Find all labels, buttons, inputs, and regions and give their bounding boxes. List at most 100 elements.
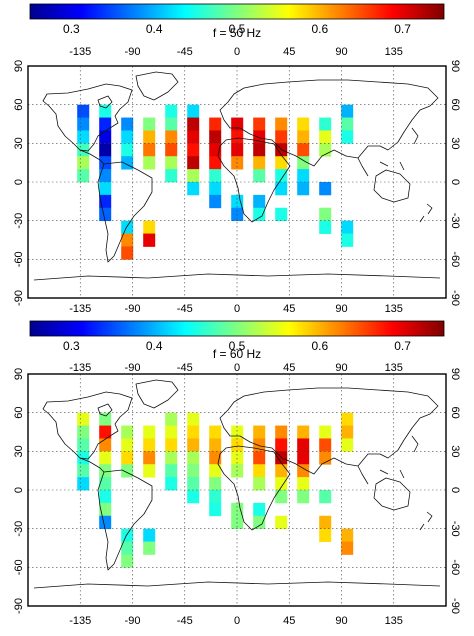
colorbar-tick-label: 0.3 — [63, 339, 80, 353]
lon-tick-label: -45 — [177, 362, 193, 374]
data-cell — [165, 156, 178, 170]
lon-tick-label: 45 — [283, 615, 295, 627]
data-cell — [275, 490, 288, 504]
colorbar-tick-label: 0.6 — [311, 339, 328, 353]
data-cell — [143, 143, 156, 157]
lon-tick-label: -135 — [69, 615, 91, 627]
data-cell — [275, 182, 288, 196]
colorbar-tick-label: 0.7 — [394, 22, 411, 36]
colorbar-tick-label: 0.7 — [394, 339, 411, 353]
data-cell — [275, 207, 288, 222]
data-cell — [231, 117, 244, 131]
lat-tick-label-right: 60 — [449, 99, 461, 111]
data-cell — [99, 490, 112, 504]
data-cell — [143, 156, 156, 170]
lat-tick-label-right: 90 — [449, 60, 461, 72]
data-cell — [341, 233, 354, 247]
lat-tick-label-left: 0 — [13, 179, 25, 185]
data-cell — [99, 130, 112, 144]
lat-labels-left-60hz: 90 60 30 0 -30 -60 -90 — [13, 368, 25, 614]
data-cell — [143, 130, 156, 144]
data-cell — [121, 220, 134, 234]
panel-60hz: 0.3 0.4 0.5 0.6 0.7 f = 60 Hz -135 -90 -45 0 45 9… — [13, 320, 461, 627]
data-cell — [231, 438, 244, 452]
data-cell — [121, 246, 134, 260]
data-cell — [253, 194, 266, 209]
lon-labels-top-50hz: -135 -90 -45 0 45 90 135 — [69, 46, 403, 58]
data-cell — [297, 117, 310, 131]
data-cell — [99, 104, 112, 118]
data-cell — [341, 528, 354, 542]
data-cell — [187, 438, 200, 452]
data-cell — [121, 451, 134, 465]
data-cell — [341, 220, 354, 234]
data-cell — [143, 451, 156, 465]
lat-tick-label-right: 90 — [449, 368, 461, 380]
lat-tick-label-left: -30 — [13, 213, 25, 229]
data-cell — [143, 438, 156, 452]
data-cell — [187, 169, 200, 183]
data-cell — [187, 104, 200, 118]
data-cell — [187, 451, 200, 465]
data-cell — [121, 554, 134, 568]
lon-tick-label: 45 — [283, 46, 295, 58]
lon-tick-label: 90 — [335, 615, 347, 627]
lon-tick-label: 90 — [335, 303, 347, 315]
data-cell — [77, 104, 90, 118]
lat-tick-label-right: -30 — [449, 521, 461, 537]
data-cells-60hz — [77, 412, 354, 568]
data-cell — [99, 412, 112, 426]
lon-tick-label: 90 — [335, 362, 347, 374]
data-cell — [209, 490, 222, 504]
data-cell — [187, 490, 200, 504]
colorbar-ticks-bottom: 0.3 0.4 0.5 0.6 0.7 — [63, 339, 411, 353]
lat-tick-label-left: -60 — [13, 559, 25, 575]
data-cell — [187, 117, 200, 131]
panel-title-60hz: f = 60 Hz — [213, 347, 261, 361]
data-cell — [275, 169, 288, 183]
lon-tick-label: -90 — [125, 362, 141, 374]
data-cell — [209, 169, 222, 183]
lat-tick-label-left: -90 — [13, 598, 25, 614]
lon-tick-label: 0 — [234, 615, 240, 627]
lon-tick-label: -45 — [177, 303, 193, 315]
data-cell — [253, 156, 266, 170]
data-cell — [121, 425, 134, 439]
lon-tick-label: 135 — [385, 46, 403, 58]
data-cell — [297, 438, 310, 452]
lat-tick-label-left: 0 — [13, 487, 25, 493]
data-cell — [209, 194, 222, 209]
data-cell — [77, 156, 90, 170]
data-cell — [297, 451, 310, 465]
data-cell — [143, 464, 156, 478]
lat-tick-label-right: 60 — [449, 407, 461, 419]
data-cell — [297, 130, 310, 144]
lat-tick-label-right: 30 — [449, 137, 461, 149]
lon-tick-label: -135 — [69, 303, 91, 315]
data-cell — [121, 143, 134, 157]
colorbar-ticks-top: 0.3 0.4 0.5 0.6 0.7 — [63, 22, 411, 36]
data-cell — [297, 143, 310, 157]
data-cell — [319, 490, 332, 504]
data-cell — [121, 117, 134, 131]
lat-tick-label-right: 0 — [449, 179, 461, 185]
lat-tick-label-right: -60 — [449, 251, 461, 267]
data-cell — [275, 117, 288, 131]
data-cell — [209, 156, 222, 170]
data-cell — [165, 438, 178, 452]
data-cell — [275, 438, 288, 452]
data-cell — [341, 130, 354, 144]
data-cell — [231, 451, 244, 465]
lon-tick-label: 45 — [283, 303, 295, 315]
data-cell — [275, 130, 288, 144]
data-cell — [121, 541, 134, 555]
data-cell — [165, 169, 178, 183]
lat-tick-label-right: -30 — [449, 213, 461, 229]
colorbar-tick-label: 0.5 — [229, 339, 246, 353]
data-cell — [275, 156, 288, 170]
lon-tick-label: 135 — [385, 615, 403, 627]
panel-title-50hz: f = 50 Hz — [213, 26, 261, 40]
data-cell — [99, 451, 112, 465]
lon-tick-label: 0 — [234, 362, 240, 374]
data-cell — [297, 156, 310, 170]
